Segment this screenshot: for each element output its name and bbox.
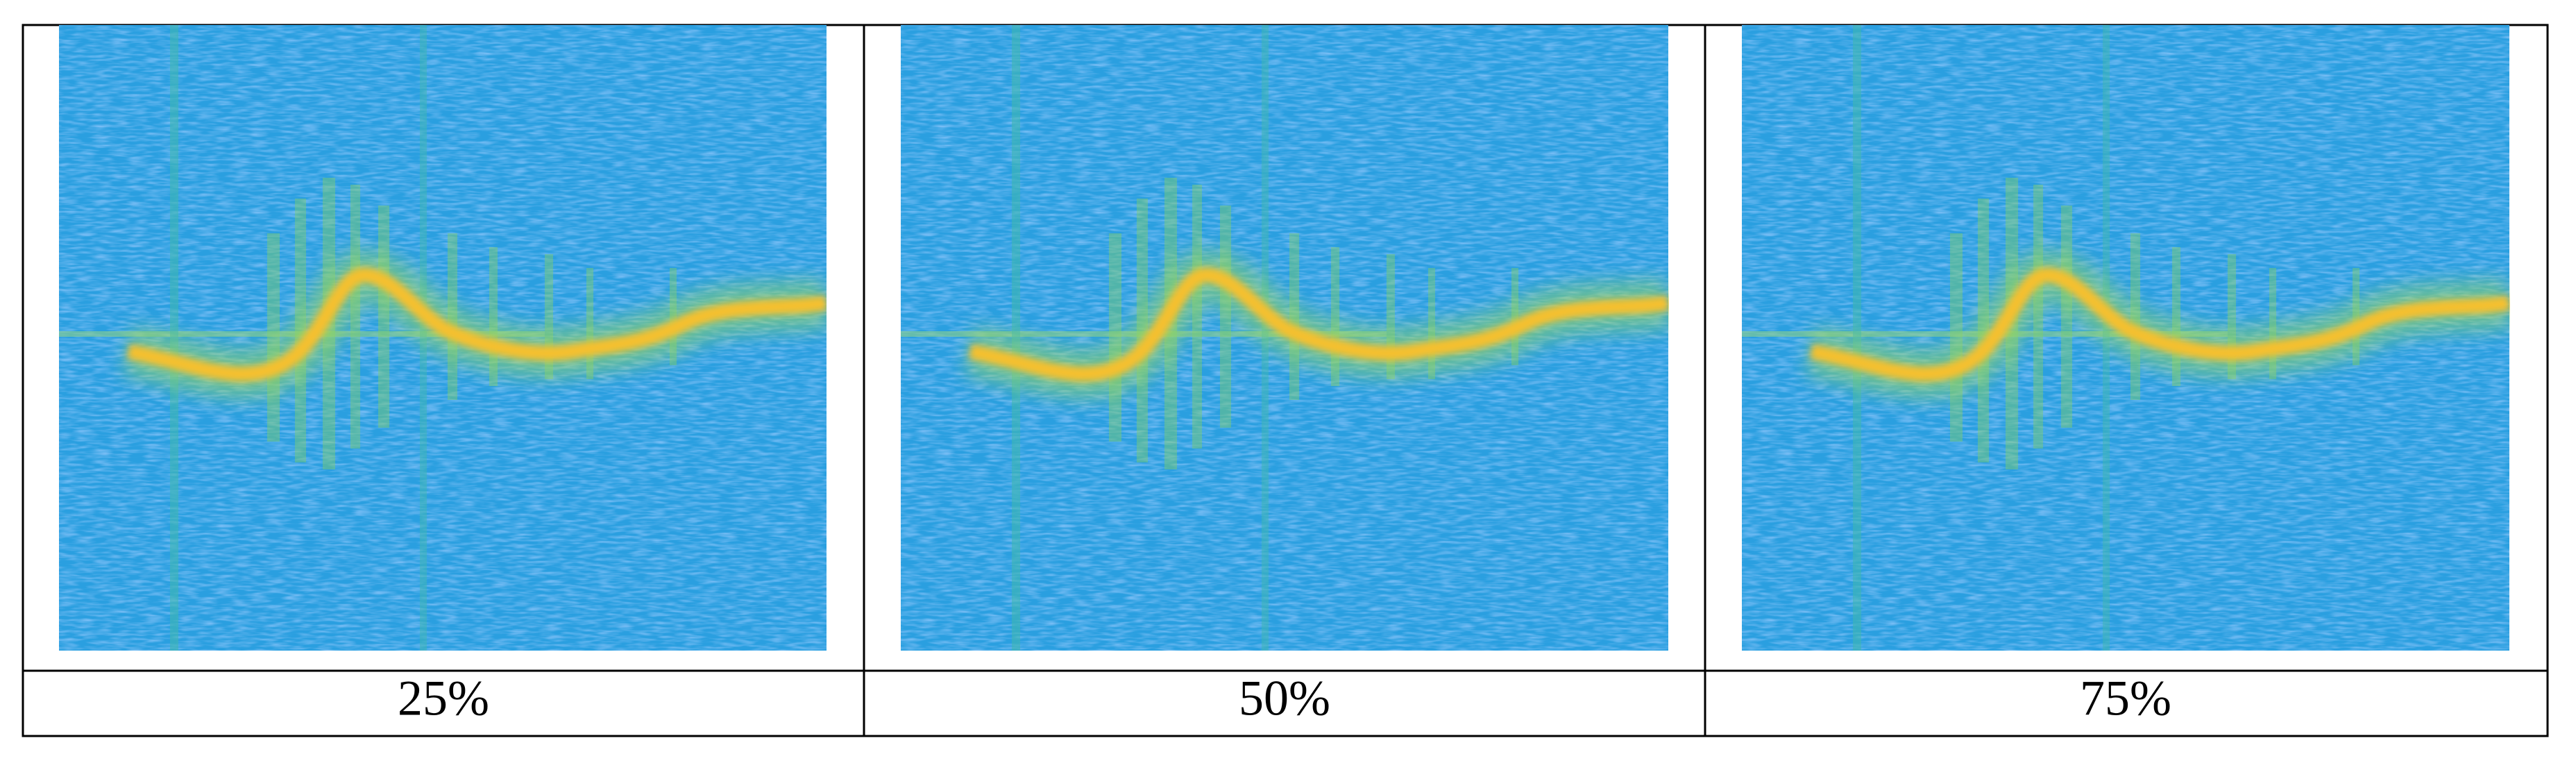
caption: 50% [1239, 671, 1330, 726]
caption: 25% [398, 671, 489, 726]
caption: 75% [2080, 671, 2171, 726]
spectrogram [901, 25, 1668, 651]
spectrogram [1742, 25, 2509, 651]
spectrogram [59, 25, 827, 651]
